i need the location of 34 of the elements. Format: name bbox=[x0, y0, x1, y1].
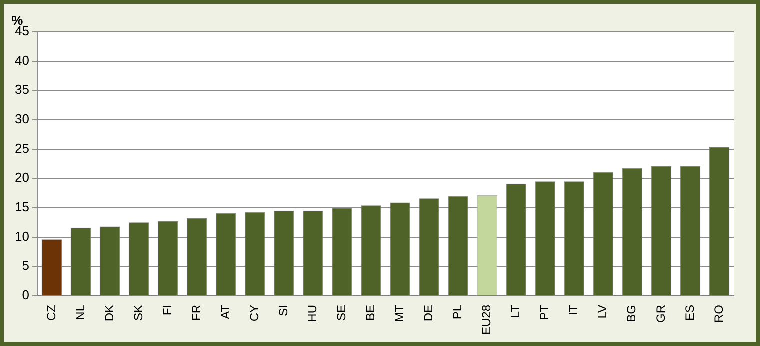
x-tick-label: EU28 bbox=[480, 304, 494, 336]
y-tick-label: 10 bbox=[14, 228, 30, 244]
x-tick-label: LV bbox=[596, 304, 610, 319]
y-tick-label: 30 bbox=[14, 112, 30, 127]
x-tick-label: CZ bbox=[44, 304, 58, 321]
y-tick-label: 40 bbox=[14, 52, 30, 68]
x-tick-label: AT bbox=[218, 304, 232, 320]
x-tick-label: RO bbox=[712, 304, 726, 323]
x-tick-label: MT bbox=[392, 304, 407, 322]
x-tick-label: GR bbox=[654, 304, 668, 323]
y-tick-label: 5 bbox=[22, 258, 30, 274]
x-tick-label: SE bbox=[334, 304, 349, 321]
y-tick-label: 45 bbox=[14, 24, 30, 39]
x-tick-label: FI bbox=[160, 304, 174, 316]
x-tick-label: DE bbox=[422, 304, 436, 322]
x-tick-label: NL bbox=[73, 304, 88, 320]
y-tick-label: 25 bbox=[14, 140, 30, 156]
x-tick-label: FR bbox=[189, 304, 204, 321]
x-tick-label: BE bbox=[364, 304, 378, 321]
y-tick-label: 0 bbox=[22, 288, 30, 303]
y-tick-label: 20 bbox=[14, 170, 30, 186]
x-tick-label: LT bbox=[508, 304, 523, 318]
x-tick-label: SI bbox=[276, 304, 290, 316]
x-tick-label: IT bbox=[566, 304, 581, 316]
x-tick-label: PT bbox=[538, 304, 552, 320]
y-tick-label: 35 bbox=[14, 82, 30, 98]
x-tick-label: ES bbox=[682, 304, 697, 321]
x-tick-label: CY bbox=[247, 304, 262, 322]
y-tick-label: 15 bbox=[14, 200, 30, 215]
x-tick-label: PL bbox=[450, 304, 465, 320]
x-tick-label: BG bbox=[624, 304, 639, 322]
x-tick-label: HU bbox=[305, 304, 320, 322]
x-tick-label: SK bbox=[131, 304, 146, 321]
x-tick-label: DK bbox=[102, 304, 116, 322]
